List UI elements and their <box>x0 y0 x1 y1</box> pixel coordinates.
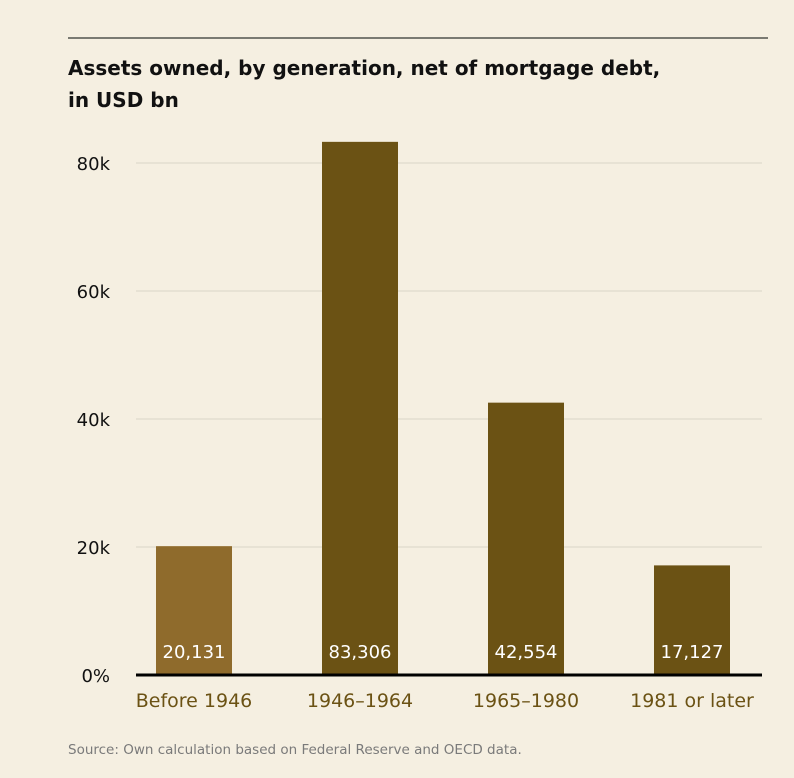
y-tick-label: 0% <box>81 666 110 687</box>
top-rule <box>68 37 768 39</box>
data-label: 83,306 <box>329 642 392 663</box>
data-label: 20,131 <box>163 642 226 663</box>
y-tick-label: 80k <box>77 154 111 175</box>
chart-title-line-2: in USD bn <box>68 88 179 112</box>
bar <box>654 565 730 675</box>
source-note: Source: Own calculation based on Federal… <box>68 742 522 758</box>
x-tick-label: 1981 or later <box>630 690 754 712</box>
y-tick-label: 40k <box>77 410 111 431</box>
bar <box>488 402 564 675</box>
x-tick-label: 1946–1964 <box>307 690 413 712</box>
data-label: 42,554 <box>495 642 558 663</box>
bar <box>156 546 232 675</box>
y-tick-label: 20k <box>77 538 111 559</box>
x-tick-label: 1965–1980 <box>473 690 579 712</box>
bar <box>322 141 398 675</box>
x-tick-label: Before 1946 <box>136 690 253 712</box>
data-label: 17,127 <box>661 642 724 663</box>
chart-title-line-1: Assets owned, by generation, net of mort… <box>68 56 661 80</box>
chart-title: Assets owned, by generation, net of mort… <box>68 52 768 116</box>
y-tick-label: 60k <box>77 282 111 303</box>
